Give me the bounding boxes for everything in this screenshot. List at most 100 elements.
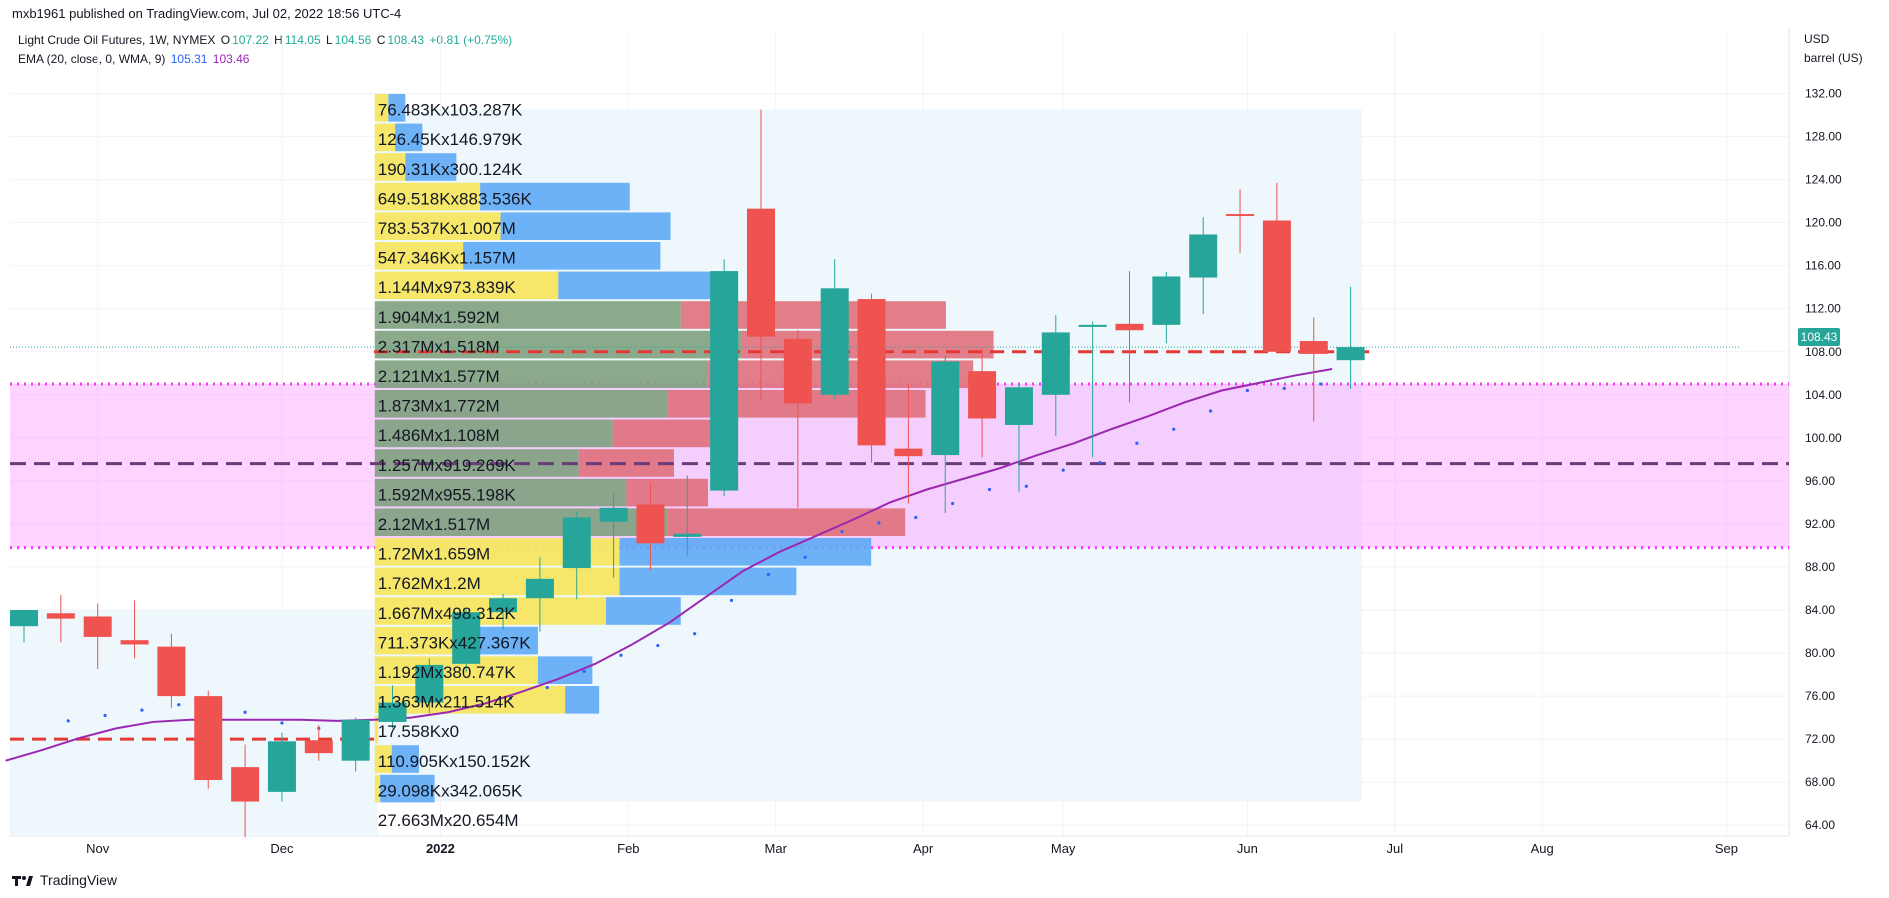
price-tick-label[interactable]: 100.00 bbox=[1805, 431, 1842, 445]
volume-profile-up-bar bbox=[374, 182, 481, 211]
price-tick-label[interactable]: 120.00 bbox=[1805, 216, 1842, 230]
price-tick-label[interactable]: 108.00 bbox=[1805, 345, 1842, 359]
wma-dot bbox=[103, 713, 107, 718]
time-tick-label[interactable]: Dec bbox=[270, 841, 294, 856]
price-tick-label[interactable]: 68.00 bbox=[1805, 775, 1835, 789]
candle-body bbox=[857, 299, 886, 446]
candle-body bbox=[562, 517, 591, 569]
volume-profile-up-bar bbox=[374, 212, 501, 240]
wma-dot bbox=[987, 487, 992, 492]
price-tick-label[interactable]: 76.00 bbox=[1805, 689, 1835, 703]
price-tick-label[interactable]: 124.00 bbox=[1805, 173, 1842, 187]
candle-body bbox=[783, 338, 812, 404]
time-axis[interactable]: Nov Dec 2022 Feb Mar Apr May Jun Jul Aug Sep bbox=[86, 841, 1738, 856]
wma-dot bbox=[1172, 427, 1176, 431]
candle bbox=[673, 475, 702, 557]
candle bbox=[1041, 315, 1070, 436]
chart-legend: Light Crude Oil Futures, 1W, NYMEX O 107.… bbox=[18, 31, 514, 69]
time-tick-label[interactable]: Apr bbox=[913, 841, 934, 856]
grid bbox=[10, 28, 1790, 837]
volume-profile-row-label: 2.121Mx1.577M bbox=[378, 367, 500, 386]
price-tick-label[interactable]: 116.00 bbox=[1805, 259, 1841, 273]
price-tick-label[interactable]: 92.00 bbox=[1805, 517, 1835, 531]
candle-body bbox=[1041, 332, 1070, 395]
candle bbox=[636, 481, 665, 571]
time-tick-label[interactable]: Nov bbox=[86, 841, 110, 856]
wma-dot bbox=[545, 685, 549, 690]
price-tick-label[interactable]: 88.00 bbox=[1805, 560, 1835, 574]
volume-profile-down-bar bbox=[388, 94, 406, 122]
candle bbox=[304, 725, 333, 761]
candle bbox=[1262, 182, 1291, 352]
wma-dots bbox=[66, 382, 1323, 730]
candle bbox=[857, 293, 886, 463]
volume-profile-up-bar bbox=[374, 242, 464, 270]
wma-dot bbox=[840, 529, 844, 534]
time-tick-label[interactable]: 2022 bbox=[426, 841, 455, 856]
candle bbox=[231, 744, 260, 838]
candle-body bbox=[378, 702, 407, 722]
volume-profile-down-bar bbox=[405, 153, 457, 181]
volume-profile-up-bar bbox=[374, 597, 606, 625]
candle bbox=[157, 633, 186, 708]
price-tick-label[interactable]: 112.00 bbox=[1805, 302, 1841, 316]
indicator-row: EMA (20, close, 0, WMA, 9) 105.31 103.46 bbox=[18, 50, 514, 69]
volume-profile-labels: 76.483Kx103.287K 126.45Kx146.979K 190.31Kx… bbox=[378, 101, 533, 830]
price-tick-label[interactable]: 72.00 bbox=[1805, 732, 1835, 746]
wma-dot bbox=[656, 643, 660, 648]
time-tick-label[interactable]: Mar bbox=[765, 841, 788, 856]
candle bbox=[931, 356, 960, 514]
volume-profile-up-bar bbox=[374, 745, 392, 773]
candle bbox=[599, 492, 628, 578]
time-tick-label[interactable]: Feb bbox=[617, 841, 639, 856]
candle-body bbox=[267, 741, 296, 792]
tradingview-footer[interactable]: TradingView bbox=[12, 872, 117, 888]
wma-dot bbox=[619, 653, 623, 657]
time-tick-label[interactable]: Jun bbox=[1237, 841, 1258, 856]
price-tick-label[interactable]: 132.00 bbox=[1805, 87, 1842, 101]
volume-profile-row-label: 649.518Kx883.536K bbox=[378, 189, 533, 208]
volume-profile-down-bar bbox=[619, 538, 872, 566]
symbol-row: Light Crude Oil Futures, 1W, NYMEX O 107.… bbox=[18, 31, 514, 50]
symbol-name[interactable]: Light Crude Oil Futures, 1W, NYMEX bbox=[18, 33, 216, 47]
candle-body bbox=[120, 640, 149, 645]
time-tick-label[interactable]: May bbox=[1051, 841, 1076, 856]
price-tick-label[interactable]: 80.00 bbox=[1805, 646, 1835, 660]
value-area bbox=[10, 382, 1789, 550]
volume-profile-row-label: 1.144Mx973.839K bbox=[378, 278, 517, 297]
candle-body bbox=[1262, 220, 1291, 352]
volume-profile-row-label: 1.873Mx1.772M bbox=[378, 397, 500, 416]
price-tick-label[interactable]: 64.00 bbox=[1805, 818, 1835, 832]
price-tick-label[interactable]: 128.00 bbox=[1805, 130, 1842, 144]
candle bbox=[267, 732, 296, 802]
candle bbox=[710, 259, 739, 496]
ema-indicator-label[interactable]: EMA (20, close, 0, WMA, 9) bbox=[18, 52, 166, 66]
price-tick-label[interactable]: 104.00 bbox=[1805, 388, 1842, 402]
time-tick-label[interactable]: Sep bbox=[1715, 841, 1738, 856]
close-label: C bbox=[376, 33, 386, 47]
tradingview-logo-icon bbox=[12, 874, 34, 886]
volume-profile-up-bar bbox=[374, 656, 538, 684]
candle-body bbox=[341, 719, 370, 761]
volume-profile-up-bar bbox=[374, 301, 681, 329]
volume-profile-down-bar bbox=[480, 182, 630, 211]
unit-label[interactable]: barrel (US) bbox=[1804, 51, 1863, 65]
volume-profile-down-bar bbox=[476, 626, 538, 655]
candle-body bbox=[46, 613, 75, 619]
time-tick-label[interactable]: Jul bbox=[1387, 841, 1404, 856]
price-axis-unit: USD barrel (US) bbox=[1804, 30, 1863, 68]
wma-dot bbox=[1245, 388, 1250, 393]
currency-label[interactable]: USD bbox=[1804, 32, 1830, 46]
wma-dot bbox=[354, 724, 358, 728]
time-tick-label[interactable]: Aug bbox=[1531, 841, 1554, 856]
price-axis[interactable]: 64.00 68.00 72.00 76.00 80.00 84.00 88.00 92.00… bbox=[1805, 87, 1842, 833]
candle-body bbox=[10, 610, 38, 627]
price-tick-label[interactable]: 96.00 bbox=[1805, 474, 1835, 488]
change-value: +0.81 (+0.75%) bbox=[429, 33, 513, 47]
last-price-marker: 108.43 bbox=[1798, 328, 1840, 346]
candle-body bbox=[894, 448, 923, 457]
volume-profile-row-label: 17.558Kx0 bbox=[378, 722, 459, 741]
wma-dot bbox=[729, 598, 734, 602]
price-tick-label[interactable]: 84.00 bbox=[1805, 603, 1835, 617]
